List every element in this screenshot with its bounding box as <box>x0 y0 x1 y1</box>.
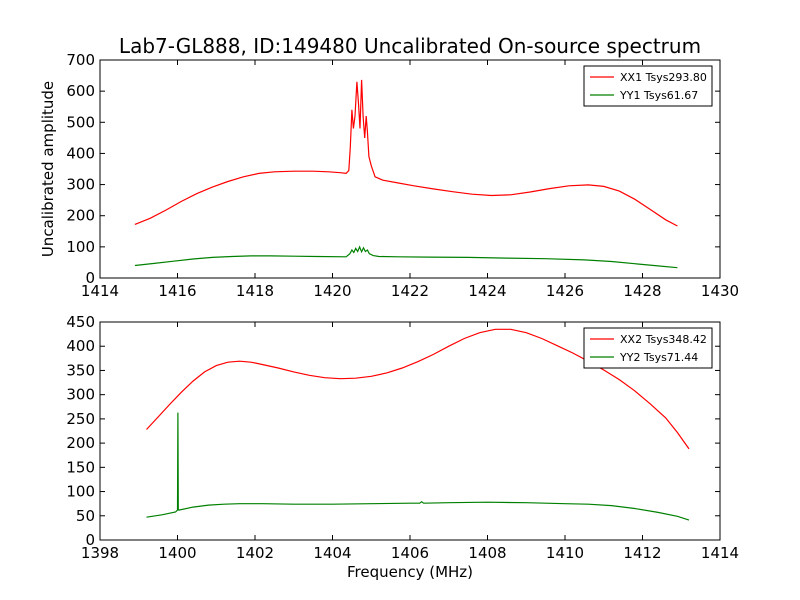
x-tick-label: 1398 <box>81 544 119 562</box>
x-tick-label: 1426 <box>546 282 584 300</box>
series-line-xx1 <box>134 79 678 227</box>
x-axis-label: Frequency (MHz) <box>347 563 473 581</box>
x-tick-label: 1414 <box>81 282 119 300</box>
legend-label: YY1 Tsys61.67 <box>619 89 698 102</box>
y-tick-label: 50 <box>76 507 95 525</box>
series-line-yy1 <box>134 245 678 269</box>
y-tick-label: 700 <box>66 51 95 69</box>
x-tick-label: 1428 <box>623 282 661 300</box>
y-tick-label: 200 <box>66 434 95 452</box>
y-axis-label: Uncalibrated amplitude <box>39 81 57 257</box>
x-tick-label: 1416 <box>158 282 196 300</box>
legend-box <box>583 327 713 369</box>
y-tick-label: 0 <box>85 269 95 287</box>
y-tick-label: 250 <box>66 410 95 428</box>
x-tick-label: 1410 <box>546 544 584 562</box>
top-spectrum-plot: 1414 1416 1418 1420 1422 1424 1426 1428 1430 0 100… <box>66 51 739 300</box>
x-tick-label: 1402 <box>236 544 274 562</box>
y-tick-label: 400 <box>66 337 95 355</box>
x-tick-label: 1422 <box>391 282 429 300</box>
series-line-yy2 <box>146 412 690 521</box>
y-tick-label: 450 <box>66 313 95 331</box>
x-tick-label: 1412 <box>623 544 661 562</box>
y-tick-label: 400 <box>66 144 95 162</box>
y-tick-label: 500 <box>66 113 95 131</box>
chart-title: Lab7-GL888, ID:149480 Uncalibrated On-so… <box>119 34 701 58</box>
x-tick-label: 1430 <box>701 282 739 300</box>
legend-label: XX1 Tsys293.80 <box>620 71 707 84</box>
y-tick-label: 150 <box>66 458 95 476</box>
legend: XX1 Tsys293.80 YY1 Tsys61.67 <box>583 65 713 107</box>
x-tick-label: 1408 <box>468 544 506 562</box>
x-tick-label: 1418 <box>236 282 274 300</box>
y-tick-label: 0 <box>85 531 95 549</box>
x-tick-label: 1414 <box>701 544 739 562</box>
y-tick-label: 100 <box>66 238 95 256</box>
y-tick-label: 200 <box>66 207 95 225</box>
y-tick-label: 350 <box>66 361 95 379</box>
x-tick-label: 1424 <box>468 282 506 300</box>
legend-label: XX2 Tsys348.42 <box>620 333 707 346</box>
y-tick-label: 300 <box>66 176 95 194</box>
x-tick-label: 1420 <box>313 282 351 300</box>
y-tick-label: 100 <box>66 483 95 501</box>
legend-box <box>583 65 713 107</box>
legend: XX2 Tsys348.42 YY2 Tsys71.44 <box>583 327 713 369</box>
x-tick-label: 1406 <box>391 544 429 562</box>
x-tick-label: 1404 <box>313 544 351 562</box>
y-tick-label: 300 <box>66 386 95 404</box>
legend-label: YY2 Tsys71.44 <box>619 351 698 364</box>
x-tick-label: 1400 <box>158 544 196 562</box>
y-tick-label: 600 <box>66 82 95 100</box>
bottom-spectrum-plot: 1398 1400 1402 1404 1406 1408 1410 1412 1414 0 50 1… <box>66 313 739 562</box>
